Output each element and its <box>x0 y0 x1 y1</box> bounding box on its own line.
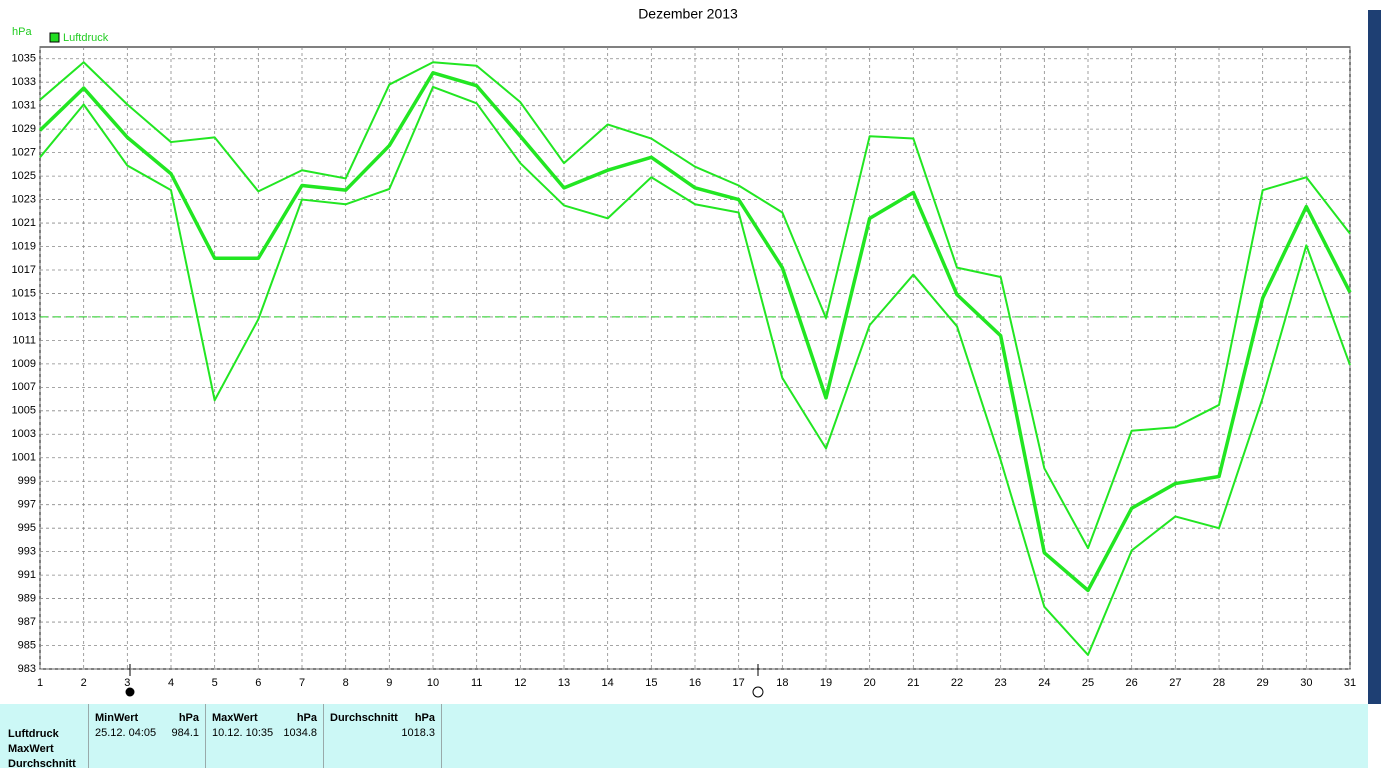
x-tick-label: 24 <box>1038 677 1050 689</box>
y-tick-label: 997 <box>18 499 36 511</box>
column-header: MinWert <box>95 712 139 724</box>
y-tick-label: 1017 <box>12 264 36 276</box>
window-border <box>1368 10 1381 704</box>
cell-value: 1018.3 <box>401 727 435 739</box>
y-tick-label: 985 <box>18 639 36 651</box>
new-moon-icon <box>125 687 135 697</box>
y-tick-label: 1013 <box>12 311 36 323</box>
row-label: Durchschnitt <box>8 758 76 770</box>
y-tick-label: 995 <box>18 522 36 534</box>
x-tick-label: 15 <box>645 677 657 689</box>
full-moon-icon <box>752 686 764 698</box>
y-tick-label: 1009 <box>12 358 36 370</box>
x-tick-label: 10 <box>427 677 439 689</box>
column-unit: hPa <box>178 712 199 724</box>
legend-label: Luftdruck <box>63 32 109 44</box>
x-tick-label: 26 <box>1126 677 1138 689</box>
y-tick-label: 1015 <box>12 287 36 299</box>
y-tick-label: 999 <box>18 475 36 487</box>
x-tick-label: 3 <box>124 677 130 689</box>
x-tick-label: 22 <box>951 677 963 689</box>
x-tick-label: 4 <box>168 677 174 689</box>
stats-column: MinWert hPa 25.12. 04:05 984.1 <box>88 704 205 768</box>
y-tick-label: 1023 <box>12 193 36 205</box>
x-tick-label: 21 <box>907 677 919 689</box>
x-tick-label: 6 <box>255 677 261 689</box>
x-tick-label: 25 <box>1082 677 1094 689</box>
y-tick-label: 1027 <box>12 147 36 159</box>
legend-swatch <box>49 32 60 43</box>
y-tick-label: 1033 <box>12 76 36 88</box>
x-tick-label: 5 <box>212 677 218 689</box>
y-tick-label: 1035 <box>12 53 36 65</box>
y-tick-label: 1003 <box>12 428 36 440</box>
y-tick-label: 1007 <box>12 381 36 393</box>
series-line <box>39 61 1351 550</box>
row-label: Luftdruck <box>8 728 59 740</box>
x-tick-label: 7 <box>299 677 305 689</box>
cell-time: 25.12. 04:05 <box>95 727 157 739</box>
y-tick-label: 1029 <box>12 123 36 135</box>
y-tick-label: 989 <box>18 592 36 604</box>
y-tick-label: 1019 <box>12 240 36 252</box>
x-tick-label: 16 <box>689 677 701 689</box>
x-tick-label: 8 <box>343 677 349 689</box>
y-tick-label: 1021 <box>12 217 36 229</box>
column-unit: hPa <box>414 712 435 724</box>
y-tick-label: 1025 <box>12 170 36 182</box>
cell-value: 984.1 <box>171 727 199 739</box>
x-tick-label: 31 <box>1344 677 1356 689</box>
y-unit: hPa <box>12 26 32 38</box>
row-label: MaxWert <box>8 743 54 755</box>
y-tick-label: 1001 <box>12 452 36 464</box>
stats-panel: Luftdruck MaxWert Durchschnitt MinWert h… <box>0 704 1368 770</box>
cell-time: 10.12. 10:35 <box>212 727 274 739</box>
series-line <box>39 85 1351 656</box>
x-tick-label: 27 <box>1169 677 1181 689</box>
x-tick-label: 17 <box>733 677 745 689</box>
y-tick-label: 983 <box>18 663 36 675</box>
y-tick-label: 991 <box>18 569 36 581</box>
y-tick-label: 987 <box>18 616 36 628</box>
x-tick-label: 30 <box>1300 677 1312 689</box>
chart: Dezember 2013 hPa Luftdruck 983985987989… <box>12 6 1381 704</box>
y-tick-label: 1005 <box>12 405 36 417</box>
stats-column: MaxWert hPa 10.12. 10:35 1034.8 <box>205 704 323 768</box>
cell-value: 1034.8 <box>283 727 317 739</box>
x-tick-label: 12 <box>514 677 526 689</box>
x-tick-label: 14 <box>602 677 614 689</box>
x-tick-label: 19 <box>820 677 832 689</box>
x-tick-label: 9 <box>386 677 392 689</box>
x-tick-label: 29 <box>1257 677 1269 689</box>
x-tick-label: 23 <box>995 677 1007 689</box>
y-tick-label: 1011 <box>12 334 36 346</box>
y-tick-label: 1031 <box>12 100 36 112</box>
x-tick-label: 28 <box>1213 677 1225 689</box>
y-tick-label: 993 <box>18 546 36 558</box>
x-tick-label: 11 <box>471 677 482 689</box>
column-header: Durchschnitt <box>330 712 398 724</box>
column-unit: hPa <box>296 712 317 724</box>
x-tick-label: 18 <box>776 677 788 689</box>
stats-column: Durchschnitt hPa 1018.3 <box>323 704 442 768</box>
column-header: MaxWert <box>212 712 258 724</box>
x-tick-label: 1 <box>37 677 43 689</box>
series-line <box>38 71 1352 593</box>
x-tick-label: 2 <box>81 677 87 689</box>
x-tick-label: 20 <box>864 677 876 689</box>
chart-title: Dezember 2013 <box>638 6 738 22</box>
x-tick-label: 13 <box>558 677 570 689</box>
